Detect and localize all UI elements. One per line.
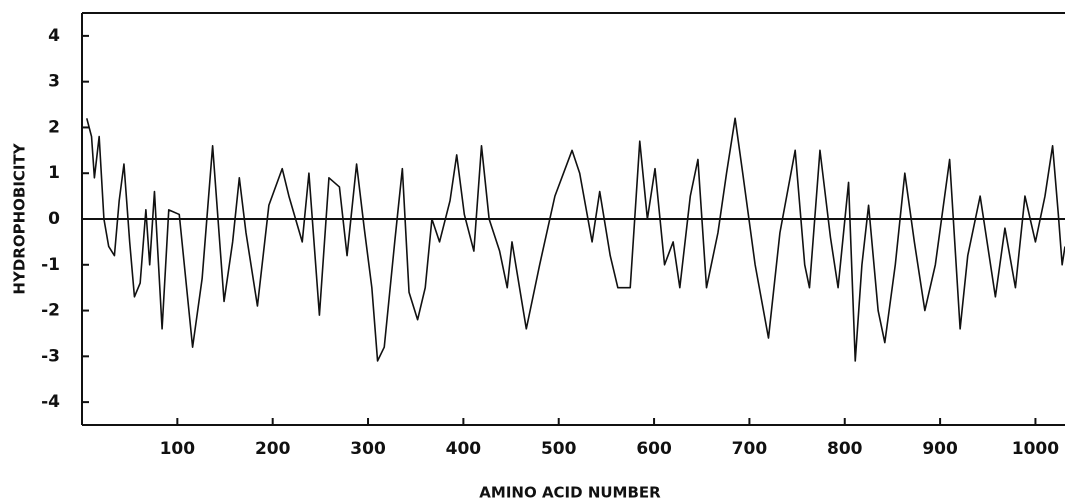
- x-tick-label: 800: [827, 439, 863, 459]
- x-tick-label: 200: [255, 439, 291, 459]
- x-tick-label: 100: [160, 439, 196, 459]
- x-tick-label: 300: [350, 439, 386, 459]
- y-tick-label: -2: [41, 301, 60, 321]
- y-tick-label: 0: [48, 209, 60, 229]
- y-tick-label: 1: [48, 163, 60, 183]
- y-tick-label: -1: [41, 255, 60, 275]
- y-tick-label: 2: [48, 117, 60, 137]
- y-axis-label: HYDROPHOBICITY: [11, 142, 29, 294]
- y-tick-label: -4: [41, 392, 60, 412]
- x-tick-label: 900: [922, 439, 958, 459]
- x-axis-label: AMINO ACID NUMBER: [479, 484, 661, 502]
- y-tick-label: 3: [48, 72, 60, 92]
- x-tick-label: 700: [732, 439, 768, 459]
- x-tick-label: 400: [446, 439, 482, 459]
- x-tick-label: 500: [541, 439, 577, 459]
- x-tick-label: 1000: [1012, 439, 1059, 459]
- y-tick-label: 4: [48, 26, 60, 46]
- x-tick-label: 600: [636, 439, 672, 459]
- y-tick-label: -3: [41, 346, 60, 366]
- data-line: [85, 117, 1065, 362]
